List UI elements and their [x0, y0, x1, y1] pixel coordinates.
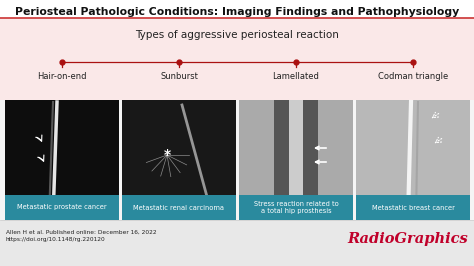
Bar: [122, 195, 236, 220]
Bar: [239, 100, 353, 220]
Text: Stress reaction related to
a total hip prosthesis: Stress reaction related to a total hip p…: [254, 201, 338, 214]
Text: Codman triangle: Codman triangle: [378, 72, 448, 81]
Bar: [239, 195, 353, 220]
Bar: [0, 0, 474, 18]
Bar: [5, 100, 119, 220]
Text: Metastatic breast cancer: Metastatic breast cancer: [372, 205, 455, 210]
Text: Metastatic renal carcinoma: Metastatic renal carcinoma: [134, 205, 225, 210]
Text: RadioGraphics: RadioGraphics: [347, 232, 468, 246]
Text: Allen H et al. Published online: December 16, 2022
https://doi.org/10.1148/rg.22: Allen H et al. Published online: Decembe…: [6, 230, 156, 242]
Bar: [0, 18, 474, 100]
Bar: [5, 195, 119, 220]
Bar: [289, 100, 303, 220]
Text: Lamellated: Lamellated: [273, 72, 319, 81]
Text: Sunburst: Sunburst: [160, 72, 198, 81]
Bar: [0, 220, 474, 266]
Text: *: *: [164, 148, 171, 162]
Text: Hair-on-end: Hair-on-end: [37, 72, 87, 81]
Bar: [122, 100, 236, 220]
Bar: [356, 195, 470, 220]
Text: Metastatic prostate cancer: Metastatic prostate cancer: [17, 205, 107, 210]
Text: Periosteal Pathologic Conditions: Imaging Findings and Pathophysiology: Periosteal Pathologic Conditions: Imagin…: [15, 7, 459, 17]
Bar: [274, 100, 318, 220]
Text: Types of aggressive periosteal reaction: Types of aggressive periosteal reaction: [135, 30, 339, 40]
Bar: [356, 100, 470, 220]
